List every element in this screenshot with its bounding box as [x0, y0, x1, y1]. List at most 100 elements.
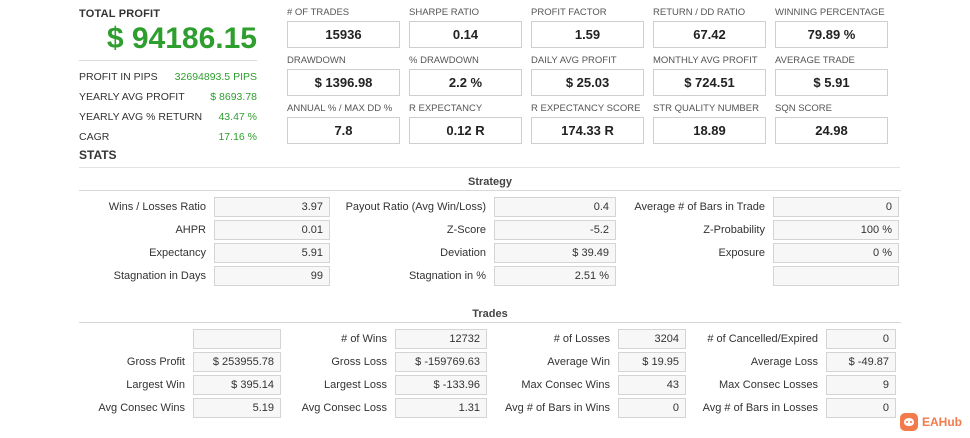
metric-label: % DRAWDOWN — [409, 55, 479, 66]
metric-sharpe-ratio: SHARPE RATIO 0.14 — [409, 7, 522, 54]
metric-label: SHARPE RATIO — [409, 7, 480, 18]
stat-label: Wins / Losses Ratio — [108, 200, 206, 213]
summary-row-cagr: CAGR 17.16 % — [79, 127, 257, 147]
stat-label: Z-Probability — [703, 223, 765, 236]
strategy-row: Stagnation in Days 99 Stagnation in % 2.… — [79, 264, 901, 287]
stat-value: 99 — [214, 265, 330, 286]
eahub-logo-icon — [900, 413, 918, 431]
stat-label: Largest Win — [126, 378, 185, 391]
metric-value: $ 724.51 — [653, 69, 766, 96]
stat-value: 2.51 % — [494, 265, 616, 286]
metric-percent-drawdown: % DRAWDOWN 2.2 % — [409, 55, 522, 102]
metric-value: 18.89 — [653, 117, 766, 144]
stat-label: Gross Loss — [331, 355, 387, 368]
stats-heading: STATS — [79, 148, 117, 162]
metric-label: RETURN / DD RATIO — [653, 7, 746, 18]
stat-value: $ -133.96 — [395, 374, 487, 395]
metric-value: 1.59 — [531, 21, 644, 48]
metric-label: DAILY AVG PROFIT — [531, 55, 617, 66]
strategy-divider — [79, 190, 901, 191]
stat-label: Stagnation in Days — [113, 269, 206, 282]
metric-label: R EXPECTANCY — [409, 103, 483, 114]
metric-value: $ 1396.98 — [287, 69, 400, 96]
stat-value: 0 % — [773, 242, 899, 263]
stat-value: 0 — [826, 328, 896, 349]
metric-label: # OF TRADES — [287, 7, 350, 18]
stat-label: Payout Ratio (Avg Win/Loss) — [345, 200, 486, 213]
metric-label: R EXPECTANCY SCORE — [531, 103, 641, 114]
metric-average-trade: AVERAGE TRADE $ 5.91 — [775, 55, 888, 102]
summary-row-yearly-avg-profit: YEARLY AVG PROFIT $ 8693.78 — [79, 87, 257, 107]
metric-value: 2.2 % — [409, 69, 522, 96]
stat-value: 0.01 — [214, 219, 330, 240]
metric-return-dd-ratio: RETURN / DD RATIO 67.42 — [653, 7, 766, 54]
stat-value: $ 253955.78 — [193, 351, 281, 372]
summary-row-pips: PROFIT IN PIPS 32694893.5 PIPS — [79, 67, 257, 87]
eahub-brand-name: EAHub — [922, 415, 962, 429]
stat-value: $ 19.95 — [618, 351, 686, 372]
stat-value: 43 — [618, 374, 686, 395]
stat-value: 0 — [826, 397, 896, 418]
metric-r-expectancy: R EXPECTANCY 0.12 R — [409, 103, 522, 150]
stat-value: -5.2 — [494, 219, 616, 240]
stats-divider — [79, 167, 900, 168]
stat-value: 12732 — [395, 328, 487, 349]
stat-value: 0.4 — [494, 196, 616, 217]
stat-value: 0 — [773, 196, 899, 217]
profit-summary: TOTAL PROFIT $ 94186.15 PROFIT IN PIPS 3… — [79, 8, 257, 147]
stat-label: Avg # of Bars in Losses — [702, 401, 818, 414]
metric-label: PROFIT FACTOR — [531, 7, 607, 18]
strategy-table: Wins / Losses Ratio 3.97 Payout Ratio (A… — [79, 195, 901, 287]
summary-row-yearly-avg-return: YEARLY AVG % RETURN 43.47 % — [79, 107, 257, 127]
stat-value: 9 — [826, 374, 896, 395]
stat-value: $ -159769.63 — [395, 351, 487, 372]
stat-value — [773, 265, 899, 286]
metric-drawdown: DRAWDOWN $ 1396.98 — [287, 55, 400, 102]
stat-value — [193, 328, 281, 349]
trades-title: Trades — [472, 308, 508, 320]
stat-value: $ 395.14 — [193, 374, 281, 395]
stat-label: Deviation — [440, 246, 486, 259]
metric-monthly-avg-profit: MONTHLY AVG PROFIT $ 724.51 — [653, 55, 766, 102]
metric-label: STR QUALITY NUMBER — [653, 103, 759, 114]
strategy-row: Wins / Losses Ratio 3.97 Payout Ratio (A… — [79, 195, 901, 218]
trades-row: Largest Win $ 395.14 Largest Loss $ -133… — [79, 373, 901, 396]
metric-value: 24.98 — [775, 117, 888, 144]
metric-value: 7.8 — [287, 117, 400, 144]
metric-label: SQN SCORE — [775, 103, 833, 114]
stat-label: # of Wins — [341, 332, 387, 345]
trades-row: # of Wins 12732 # of Losses 3204 # of Ca… — [79, 327, 901, 350]
metric-trades: # OF TRADES 15936 — [287, 7, 400, 54]
stat-label: AHPR — [175, 223, 206, 236]
stat-value: $ 39.49 — [494, 242, 616, 263]
stat-label: # of Losses — [553, 332, 610, 345]
stat-label: Expectancy — [149, 246, 206, 259]
metric-value: 0.12 R — [409, 117, 522, 144]
stat-label: Average Win — [547, 355, 610, 368]
trades-divider — [79, 322, 901, 323]
stat-label: Gross Profit — [126, 355, 185, 368]
metric-value: 0.14 — [409, 21, 522, 48]
summary-label: YEARLY AVG PROFIT — [79, 91, 185, 103]
stat-value: 1.31 — [395, 397, 487, 418]
stat-label: # of Cancelled/Expired — [707, 332, 818, 345]
metric-r-expectancy-score: R EXPECTANCY SCORE 174.33 R — [531, 103, 644, 150]
total-profit-value: $ 94186.15 — [79, 22, 257, 61]
strategy-row: Expectancy 5.91 Deviation $ 39.49 Exposu… — [79, 241, 901, 264]
summary-value: $ 8693.78 — [210, 91, 257, 103]
metrics-grid: # OF TRADES 15936 SHARPE RATIO 0.14 PROFIT… — [287, 7, 900, 150]
eahub-watermark: EAHub — [900, 413, 962, 431]
metric-value: 174.33 R — [531, 117, 644, 144]
stat-label: Stagnation in % — [408, 269, 486, 282]
metric-annual-max-dd: ANNUAL % / MAX DD % 7.8 — [287, 103, 400, 150]
metric-label: DRAWDOWN — [287, 55, 346, 66]
summary-value: 17.16 % — [218, 131, 257, 143]
stat-label: Largest Loss — [324, 378, 387, 391]
summary-label: CAGR — [79, 131, 110, 143]
metric-winning-percentage: WINNING PERCENTAGE 79.89 % — [775, 7, 888, 54]
metric-value: $ 5.91 — [775, 69, 888, 96]
stat-value: 3.97 — [214, 196, 330, 217]
total-profit-label: TOTAL PROFIT — [79, 8, 161, 20]
stat-label: Average # of Bars in Trade — [634, 200, 765, 213]
summary-value: 43.47 % — [218, 111, 257, 123]
